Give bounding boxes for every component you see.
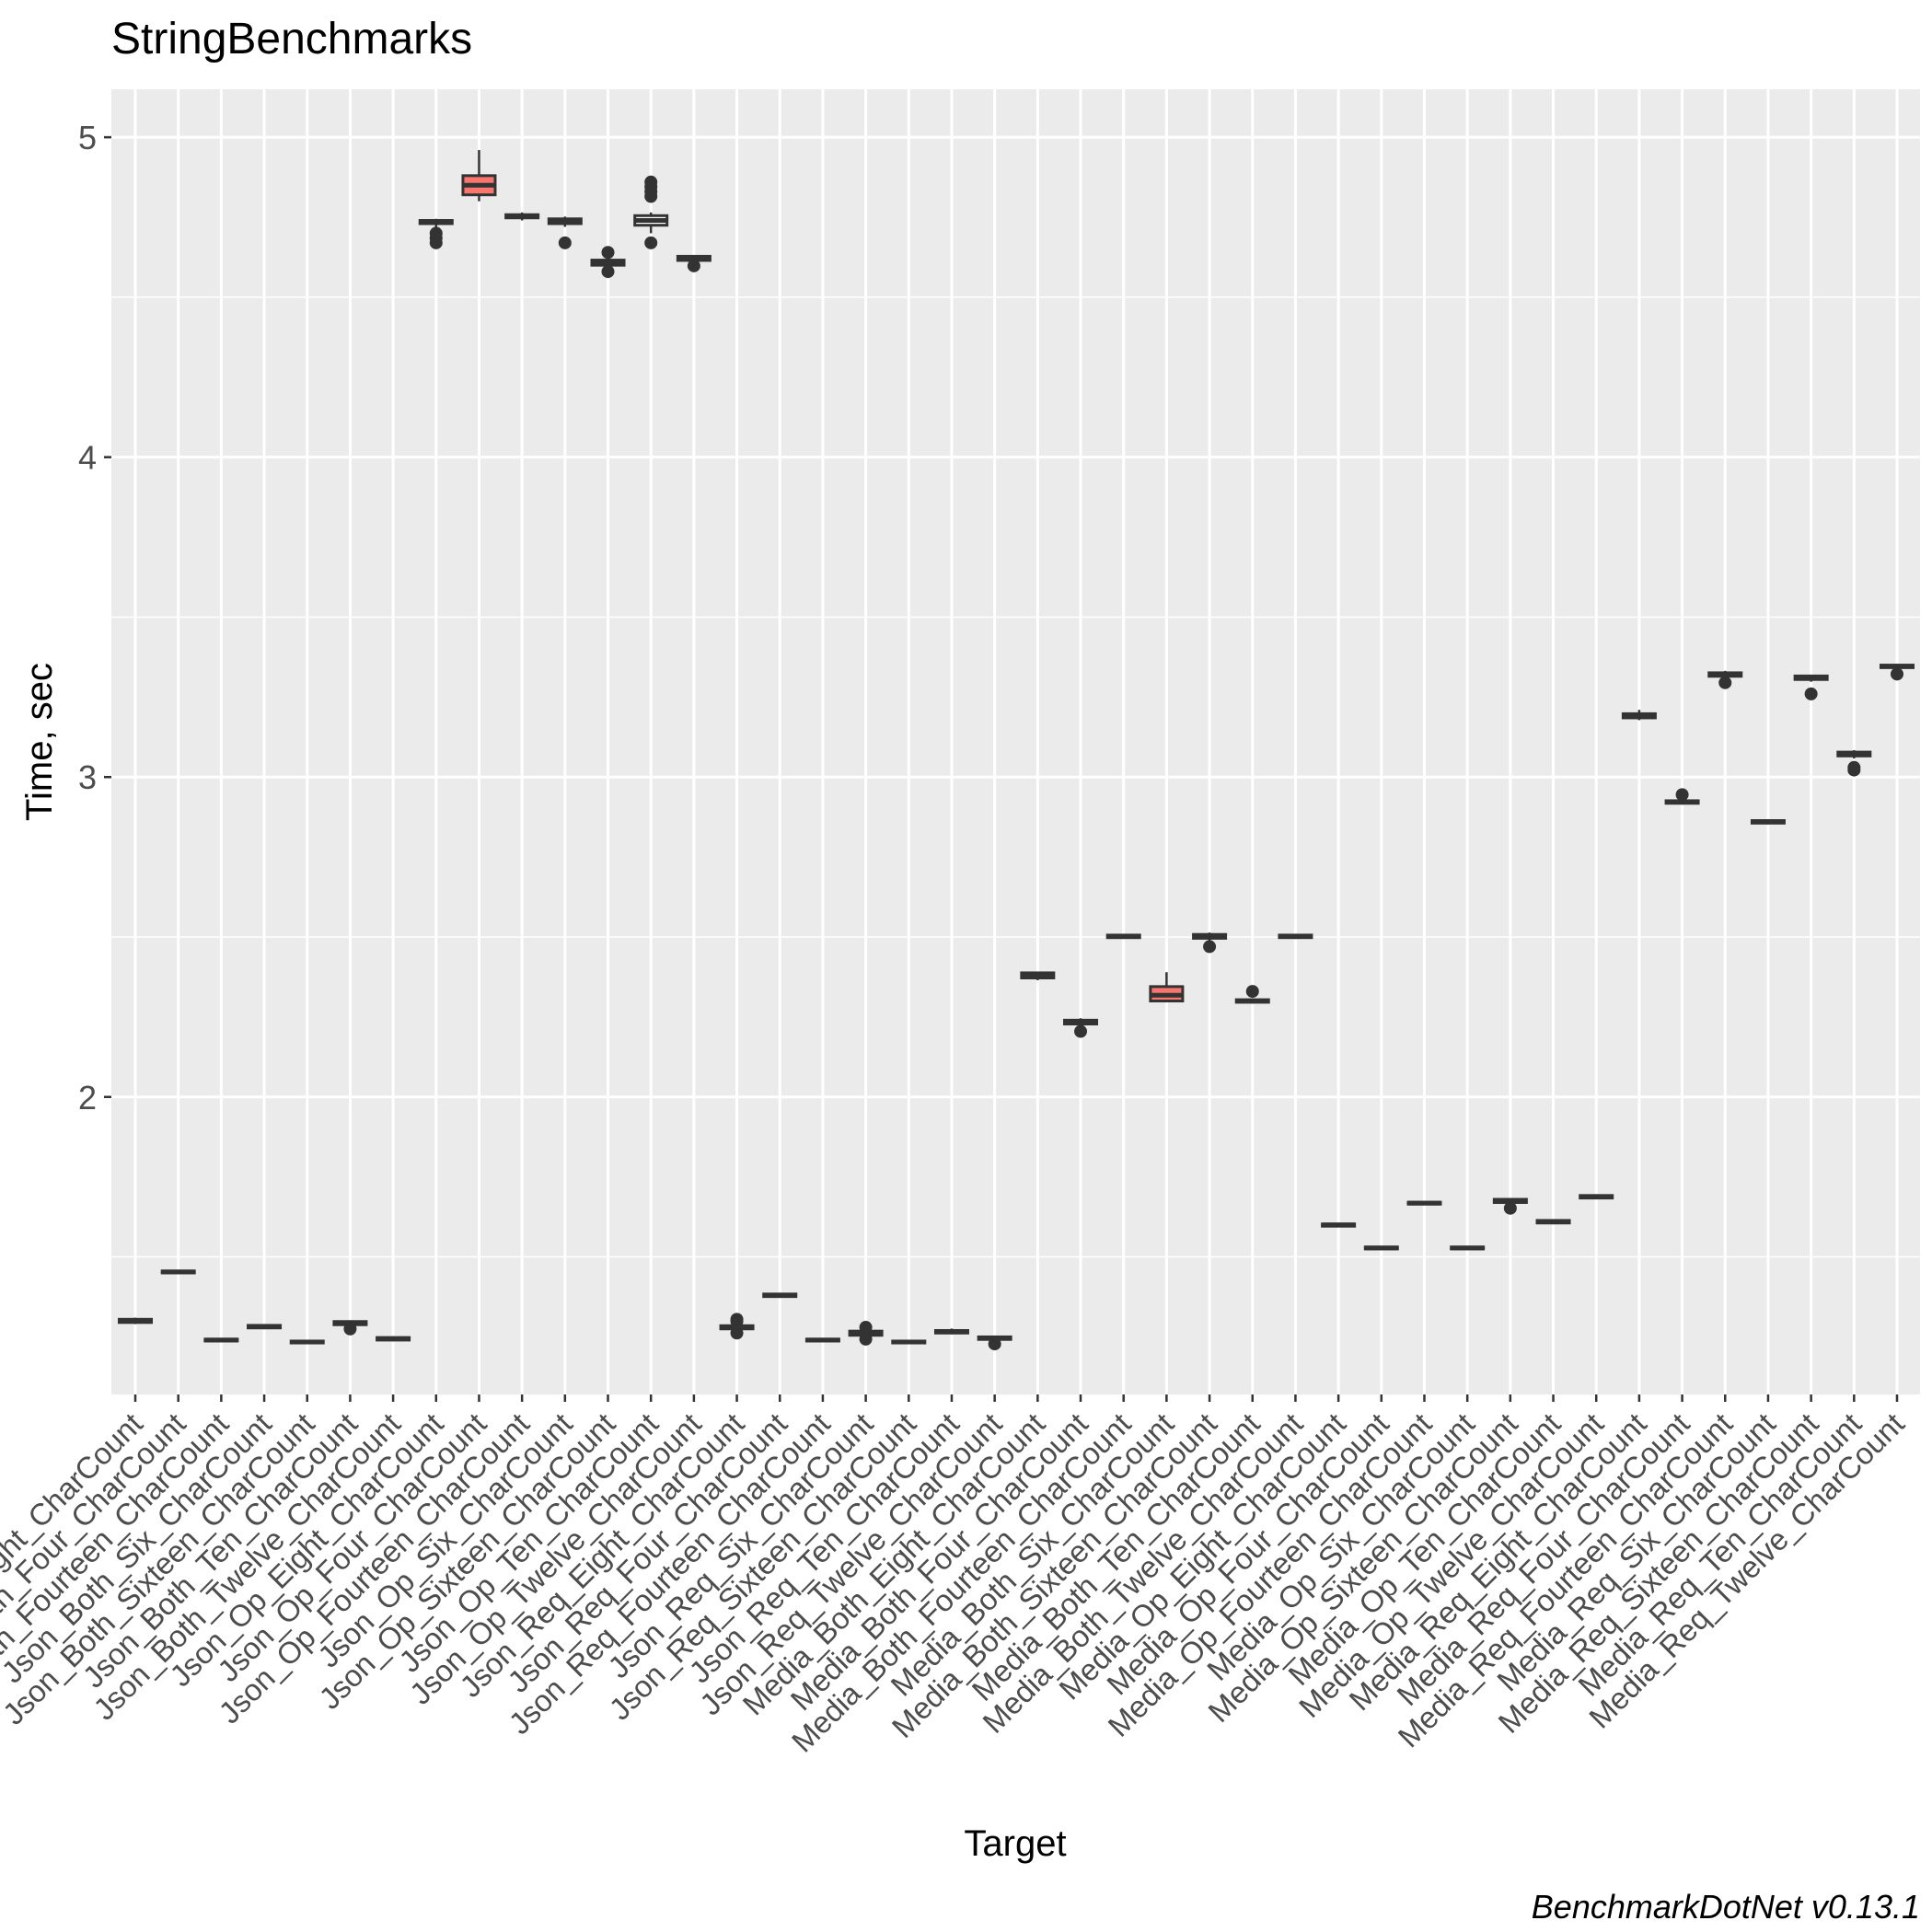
outlier-point [730,1314,744,1328]
box-Json_Req_Eight_CharCount [719,1313,755,1340]
box-Json_Both_Four_CharCount [160,1269,196,1275]
box-Json_Both_Eight_CharCount [117,1317,154,1325]
y-axis: 2 3 4 5 [78,119,111,1116]
plot-panel [111,89,1920,1394]
box-Media_Both_Ten_CharCount [1234,985,1270,1004]
box-Media_Both_Four_CharCount [1063,1018,1099,1038]
box-Json_Op_Six_CharCount [547,216,583,249]
box-Media_Both_Six_CharCount [1149,972,1185,1003]
box-Media_Both_Eight_CharCount [1020,971,1056,980]
box-Media_Req_Six_CharCount [1750,818,1786,825]
box-Json_Req_Ten_CharCount [933,1328,969,1335]
box-Media_Op_Fourteen_CharCount [1406,1200,1442,1206]
outlier-point [859,1332,873,1346]
y-tick-label: 2 [78,1079,97,1116]
box-Json_Op_Fourteen_CharCount [504,212,540,221]
box-Media_Req_Fourteen_CharCount [1707,670,1743,689]
x-axis-title: Target [964,1823,1066,1864]
outlier-point [601,265,615,279]
box-Json_Op_Twelve_CharCount [676,254,711,272]
outlier-point [1847,763,1861,777]
outlier-point [988,1337,1001,1351]
box-Media_Both_Sixteen_CharCount [1192,932,1228,954]
box-Json_Both_Sixteen_CharCount [289,1339,325,1345]
y-tick-label: 3 [78,758,97,796]
boxplots [117,150,1915,1351]
outlier-point [601,246,615,260]
box-Media_Req_Ten_CharCount [1836,750,1872,777]
box-Json_Req_Twelve_CharCount [977,1335,1012,1351]
box-Media_Both_Twelve_CharCount [1278,933,1313,940]
box-Media_Req_Sixteen_CharCount [1793,674,1829,700]
box-Json_Req_Six_CharCount [848,1321,884,1346]
box-Json_Req_Four_CharCount [762,1292,798,1299]
box-Json_Both_Fourteen_CharCount [203,1337,239,1343]
box-Json_Req_Fourteen_CharCount [804,1337,840,1343]
box-Media_Req_Twelve_CharCount [1879,664,1915,681]
box-Json_Op_Eight_CharCount [418,218,454,249]
box-Media_Req_Eight_CharCount [1621,710,1657,721]
box-Json_Both_Twelve_CharCount [376,1336,411,1342]
box-Media_Op_Twelve_CharCount [1579,1194,1614,1200]
outlier-point [1891,667,1903,681]
y-tick-label: 4 [78,439,97,477]
box-Json_Op_Ten_CharCount [633,175,669,249]
box-Media_Op_Six_CharCount [1450,1245,1486,1251]
outlier-point [1074,1024,1088,1038]
box-Media_Op_Sixteen_CharCount [1492,1197,1528,1215]
chart-caption: BenchmarkDotNet v0.13.1 [1532,1888,1920,1926]
box-Json_Req_Sixteen_CharCount [891,1339,927,1345]
box-Media_Both_Fourteen_CharCount [1105,933,1141,940]
box-Json_Op_Four_CharCount [461,150,497,202]
box-Json_Both_Six_CharCount [247,1324,283,1330]
major-gridlines [111,89,1920,1394]
outlier-point [1203,940,1217,954]
box-Json_Op_Sixteen_CharCount [590,246,626,279]
outlier-point [1675,788,1689,802]
box-Media_Op_Eight_CharCount [1321,1222,1357,1228]
box-Json_Both_Ten_CharCount [332,1320,368,1336]
outlier-point [1804,687,1818,700]
outlier-point [644,236,658,249]
outlier-point [644,190,658,203]
outlier-point [343,1322,357,1336]
x-axis: Json_Both_Eight_CharCountJson_Both_Four_… [0,1394,1911,1759]
outlier-point [687,259,700,272]
outlier-point [730,1326,744,1340]
minor-gridlines [111,296,1920,1258]
box-Media_Req_Four_CharCount [1664,788,1700,805]
box-Media_Op_Ten_CharCount [1535,1219,1571,1225]
outlier-point [1718,676,1732,689]
outlier-point [1503,1201,1517,1215]
outlier-point [558,236,572,249]
outlier-point [859,1321,873,1335]
box-Media_Op_Four_CharCount [1363,1245,1399,1251]
y-axis-title: Time, sec [19,663,60,821]
chart-title: StringBenchmarks [111,15,472,64]
outlier-point [429,236,443,249]
outlier-point [1245,985,1259,999]
y-tick-label: 5 [78,119,97,156]
